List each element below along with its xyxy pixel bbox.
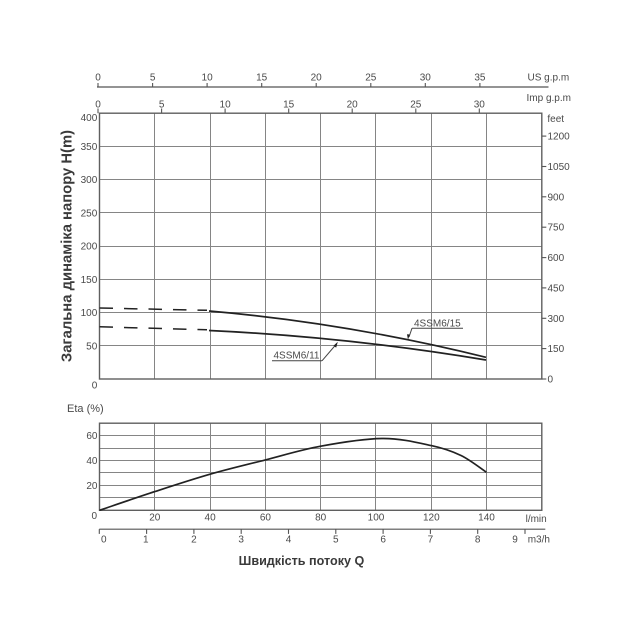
svg-text:0: 0 xyxy=(101,535,107,546)
svg-text:300: 300 xyxy=(548,314,565,325)
svg-text:20: 20 xyxy=(149,512,161,523)
svg-text:15: 15 xyxy=(256,73,268,84)
svg-text:80: 80 xyxy=(315,512,327,523)
svg-text:US g.p.m: US g.p.m xyxy=(528,73,570,84)
svg-text:0: 0 xyxy=(91,511,97,522)
svg-text:30: 30 xyxy=(474,100,486,111)
svg-text:3: 3 xyxy=(238,535,244,546)
svg-text:100: 100 xyxy=(368,512,385,523)
svg-text:20: 20 xyxy=(311,73,323,84)
svg-text:Imp g.p.m: Imp g.p.m xyxy=(527,93,571,104)
svg-text:4SSM6/15: 4SSM6/15 xyxy=(414,319,461,330)
svg-text:5: 5 xyxy=(333,535,339,546)
svg-text:20: 20 xyxy=(86,481,98,492)
svg-text:feet: feet xyxy=(547,114,564,125)
svg-text:Швидкість потоку Q: Швидкість потоку Q xyxy=(239,554,365,568)
svg-text:10: 10 xyxy=(220,100,232,111)
svg-text:400: 400 xyxy=(81,113,98,124)
svg-text:10: 10 xyxy=(202,73,214,84)
svg-text:150: 150 xyxy=(81,275,98,286)
svg-text:1: 1 xyxy=(143,535,149,546)
svg-text:900: 900 xyxy=(548,192,565,203)
svg-text:8: 8 xyxy=(475,535,481,546)
svg-text:0: 0 xyxy=(92,381,98,392)
svg-text:20: 20 xyxy=(347,100,359,111)
svg-text:5: 5 xyxy=(150,73,156,84)
svg-text:4SSM6/11: 4SSM6/11 xyxy=(274,350,320,361)
svg-text:200: 200 xyxy=(81,242,98,253)
svg-text:25: 25 xyxy=(410,100,422,111)
svg-text:4: 4 xyxy=(286,535,292,546)
svg-text:300: 300 xyxy=(81,175,98,186)
svg-text:140: 140 xyxy=(478,512,495,523)
svg-text:60: 60 xyxy=(260,512,272,523)
svg-text:l/min: l/min xyxy=(526,514,547,525)
svg-text:350: 350 xyxy=(81,142,98,153)
svg-text:15: 15 xyxy=(283,100,295,111)
svg-text:5: 5 xyxy=(159,100,165,111)
svg-text:9: 9 xyxy=(512,535,518,546)
svg-text:450: 450 xyxy=(548,283,565,294)
svg-text:750: 750 xyxy=(548,223,565,234)
svg-text:50: 50 xyxy=(86,341,98,352)
svg-text:1200: 1200 xyxy=(548,132,571,143)
svg-text:60: 60 xyxy=(86,431,98,442)
svg-text:600: 600 xyxy=(548,253,565,264)
svg-text:40: 40 xyxy=(205,512,217,523)
svg-text:2: 2 xyxy=(191,535,197,546)
svg-text:100: 100 xyxy=(81,308,98,319)
svg-text:7: 7 xyxy=(428,535,434,546)
svg-text:1050: 1050 xyxy=(548,162,571,173)
svg-text:Загальна динаміка напору H(m): Загальна динаміка напору H(m) xyxy=(60,130,76,362)
svg-text:40: 40 xyxy=(86,456,98,467)
svg-text:0: 0 xyxy=(95,73,101,84)
svg-text:6: 6 xyxy=(380,535,386,546)
svg-text:150: 150 xyxy=(548,344,565,355)
svg-text:35: 35 xyxy=(474,73,486,84)
svg-text:0: 0 xyxy=(548,375,554,386)
svg-text:30: 30 xyxy=(420,73,432,84)
svg-text:25: 25 xyxy=(365,73,377,84)
svg-text:m3/h: m3/h xyxy=(528,535,550,546)
svg-text:120: 120 xyxy=(423,512,440,523)
svg-text:Eta (%): Eta (%) xyxy=(67,403,104,415)
svg-text:250: 250 xyxy=(81,208,98,219)
svg-text:0: 0 xyxy=(95,100,101,111)
